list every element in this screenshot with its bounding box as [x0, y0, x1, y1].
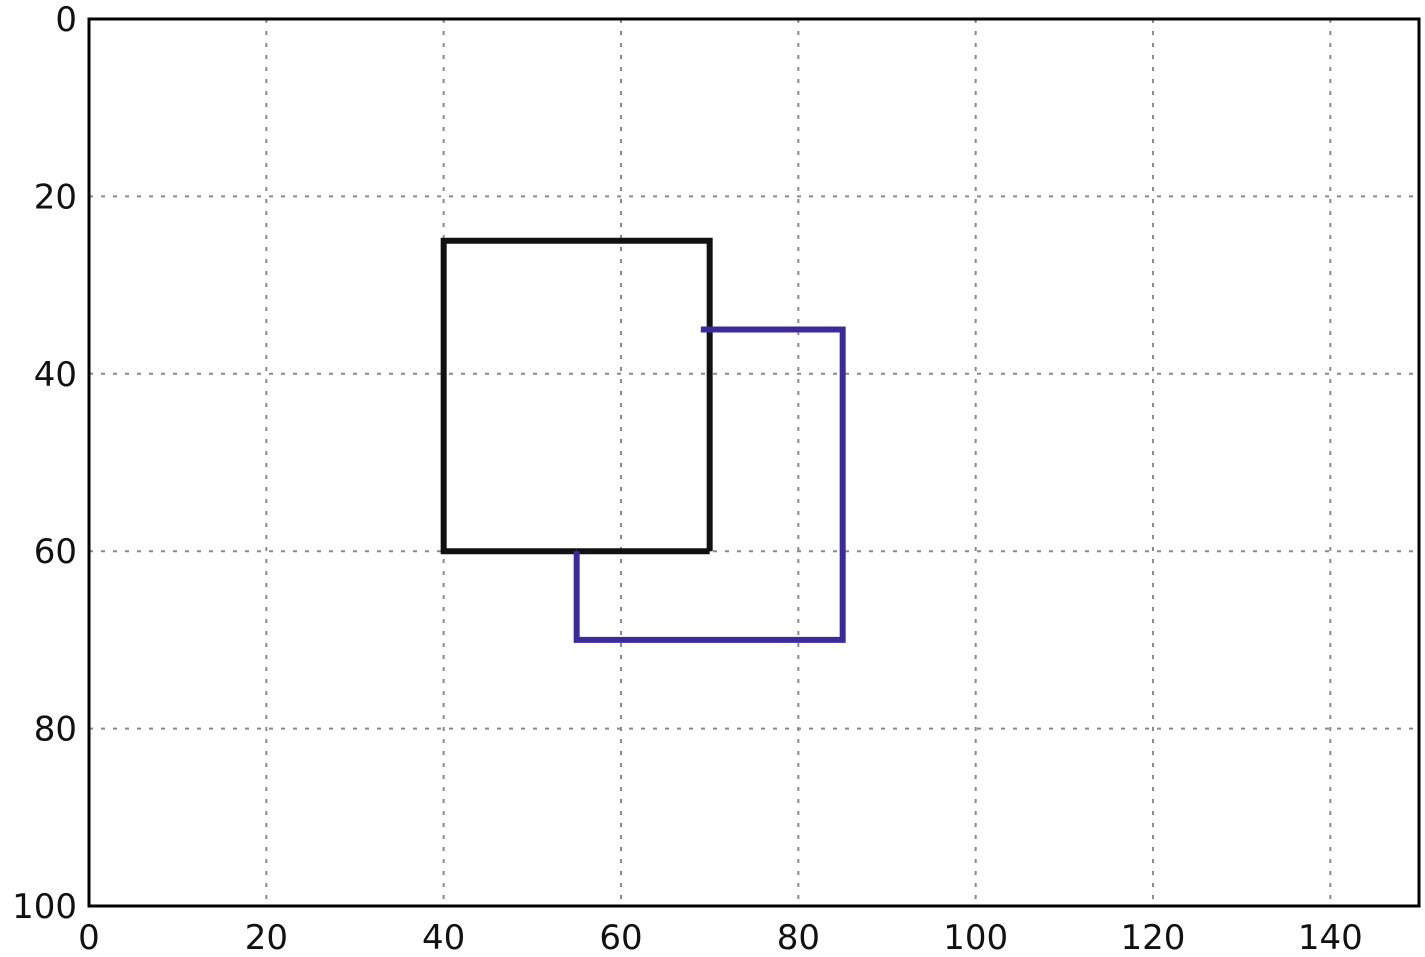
x-tick-label: 20	[245, 918, 288, 957]
y-axis-tick-labels: 0 20 40 60 80 100	[12, 0, 77, 927]
x-tick-label: 40	[422, 918, 465, 957]
grid-lines	[89, 19, 1419, 906]
x-axis-tick-labels: 0 20 40 60 80 100 120 140	[78, 918, 1363, 957]
series-1-line	[440, 237, 713, 555]
y-tick-label: 0	[55, 0, 77, 40]
x-tick-label: 100	[943, 918, 1008, 957]
y-tick-label: 100	[12, 887, 77, 927]
x-tick-label: 120	[1121, 918, 1186, 957]
axes-frame	[87, 17, 1421, 908]
y-tick-label: 80	[34, 710, 77, 750]
y-tick-label: 60	[34, 532, 77, 572]
y-tick-label: 20	[34, 177, 77, 217]
x-tick-label: 0	[78, 918, 100, 957]
x-tick-label: 140	[1298, 918, 1363, 957]
y-tick-label: 40	[34, 355, 77, 395]
series-2-line	[573, 326, 846, 643]
x-tick-label: 80	[777, 918, 820, 957]
x-tick-label: 60	[599, 918, 642, 957]
series-layer	[440, 237, 846, 643]
